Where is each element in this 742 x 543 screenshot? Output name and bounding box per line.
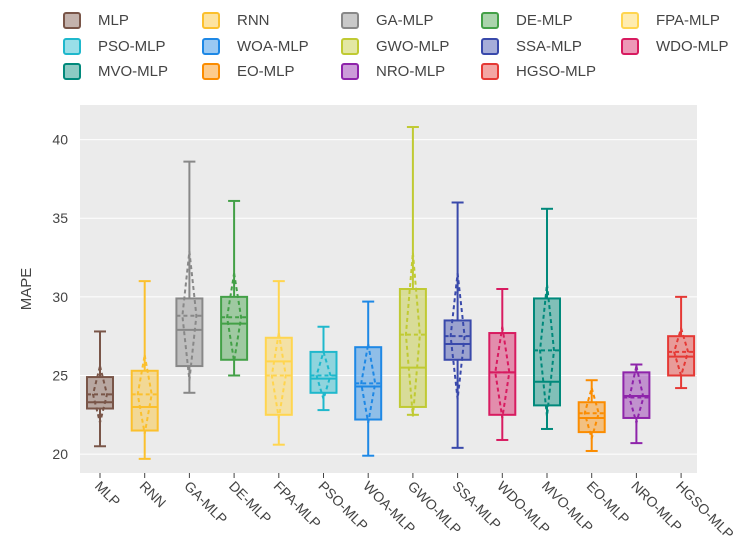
legend-label: FPA-MLP xyxy=(656,12,720,29)
legend-swatch xyxy=(202,63,220,80)
x-tick-label: DE-MLP xyxy=(226,478,275,527)
box-iqr xyxy=(130,369,159,432)
box-iqr xyxy=(398,288,427,408)
legend-swatch xyxy=(621,12,639,29)
box-iqr xyxy=(220,295,249,361)
plot-background xyxy=(80,105,697,473)
y-tick-label: 40 xyxy=(52,132,68,148)
legend-item: WOA-MLP xyxy=(202,38,309,55)
legend-item: MLP xyxy=(63,12,129,29)
box-hgso-mlp xyxy=(667,295,696,390)
legend-swatch xyxy=(63,38,81,55)
legend-label: MLP xyxy=(98,12,129,29)
sd-diamond xyxy=(449,273,466,400)
x-tick-label: FPA-MLP xyxy=(271,478,324,531)
box-mvo-mlp xyxy=(533,207,561,430)
box-pso-mlp xyxy=(309,325,338,412)
x-tick-label: GA-MLP xyxy=(181,478,230,527)
y-axis: 20 25 30 35 40 xyxy=(52,132,68,463)
legend-swatch xyxy=(63,63,81,80)
legend-item: MVO-MLP xyxy=(63,63,168,80)
box-mlp xyxy=(86,330,114,448)
legend-item: WDO-MLP xyxy=(621,38,729,55)
x-tick-label: MLP xyxy=(92,478,124,510)
sd-diamond xyxy=(315,348,332,403)
box-eo-mlp xyxy=(577,379,606,452)
y-tick-label: 20 xyxy=(52,446,68,462)
legend-label: SSA-MLP xyxy=(516,38,582,55)
legend-item: HGSO-MLP xyxy=(481,63,596,80)
box-iqr xyxy=(533,297,561,407)
sd-diamond xyxy=(628,365,645,427)
box-iqr xyxy=(443,319,472,361)
legend-swatch xyxy=(341,38,359,55)
legend-swatch xyxy=(202,38,220,55)
box-wdo-mlp xyxy=(488,288,517,441)
legend-item: PSO-MLP xyxy=(63,38,166,55)
y-tick-label: 30 xyxy=(52,289,68,305)
legend-swatch xyxy=(63,12,81,29)
y-tick-label: 35 xyxy=(52,210,68,226)
legend-item: EO-MLP xyxy=(202,63,295,80)
box-iqr xyxy=(309,350,338,394)
sd-diamond xyxy=(181,251,198,381)
legend-label: WOA-MLP xyxy=(237,38,309,55)
boxes xyxy=(86,126,696,460)
y-axis-title: MAPE xyxy=(18,268,35,311)
legend-label: GA-MLP xyxy=(376,12,434,29)
legend-item: FPA-MLP xyxy=(621,12,720,29)
legend-swatch xyxy=(202,12,220,29)
legend-swatch xyxy=(341,63,359,80)
legend-swatch xyxy=(481,38,499,55)
sd-diamond xyxy=(270,332,287,419)
sd-diamond xyxy=(673,324,690,380)
legend-item: GA-MLP xyxy=(341,12,434,29)
x-tick-label: RNN xyxy=(137,478,170,511)
box-iqr xyxy=(488,332,517,416)
legend-label: EO-MLP xyxy=(237,63,295,80)
grid-lines xyxy=(80,139,697,455)
legend-label: DE-MLP xyxy=(516,12,573,29)
sd-diamond xyxy=(404,252,421,417)
y-tick-label: 25 xyxy=(52,367,68,383)
legend-item: DE-MLP xyxy=(481,12,573,29)
legend-label: MVO-MLP xyxy=(98,63,168,80)
legend-label: GWO-MLP xyxy=(376,38,449,55)
legend: MLP RNN GA-MLP DE-MLP FPA-MLP PSO-MLP WOA-MLP G… xyxy=(63,12,729,80)
sd-diamond xyxy=(494,326,511,419)
sd-diamond xyxy=(360,343,377,423)
box-gwo-mlp xyxy=(398,126,427,417)
box-ga-mlp xyxy=(175,160,204,394)
legend-label: PSO-MLP xyxy=(98,38,166,55)
sd-diamond xyxy=(583,384,600,443)
sd-diamond xyxy=(136,354,153,434)
sd-diamond xyxy=(91,365,109,423)
legend-label: RNN xyxy=(237,12,270,29)
box-woa-mlp xyxy=(354,300,383,457)
legend-swatch xyxy=(481,63,499,80)
box-de-mlp xyxy=(220,199,249,377)
legend-swatch xyxy=(481,12,499,29)
x-tick-label: HGSO-MLP xyxy=(673,478,737,542)
legend-swatch xyxy=(341,12,359,29)
box-fpa-mlp xyxy=(264,280,293,446)
box-nro-mlp xyxy=(622,363,651,445)
legend-item: SSA-MLP xyxy=(481,38,582,55)
sd-diamond xyxy=(538,284,556,417)
legend-label: HGSO-MLP xyxy=(516,63,596,80)
x-axis: MLP RNN GA-MLPDE-MLPFPA-MLPPSO-MLPWOA-MLPG… xyxy=(92,473,737,542)
legend-label: NRO-MLP xyxy=(376,63,445,80)
legend-item: RNN xyxy=(202,12,270,29)
box-iqr xyxy=(175,297,204,368)
box-ssa-mlp xyxy=(443,201,472,449)
legend-swatch xyxy=(621,38,639,55)
legend-item: GWO-MLP xyxy=(341,38,449,55)
legend-label: WDO-MLP xyxy=(656,38,729,55)
box-iqr xyxy=(86,376,114,410)
sd-diamond xyxy=(226,273,243,362)
legend-item: NRO-MLP xyxy=(341,63,445,80)
box-rnn xyxy=(130,280,159,460)
